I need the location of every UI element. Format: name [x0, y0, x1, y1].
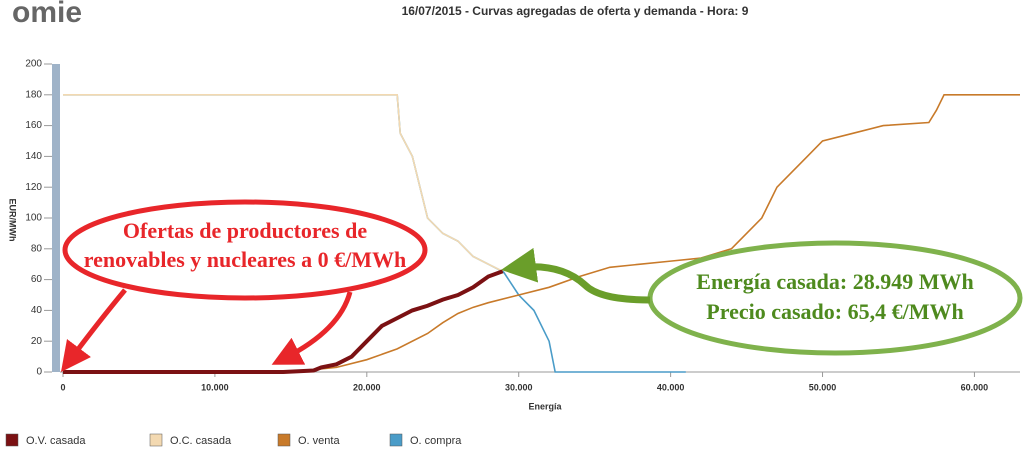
legend: O.V. casada O.C. casada O. venta O. compra	[5, 433, 462, 447]
y-axis-label: EUR/MWh	[8, 199, 18, 242]
x-axis-label: Energía	[528, 401, 562, 411]
plot: 0 20 40 60 80 100 120 140 160 180 200 0 10.000 20.000…	[25, 59, 1020, 392]
x-tick-label: 0	[60, 382, 65, 392]
series-line	[63, 94, 504, 273]
y-tick-label: 180	[25, 89, 42, 100]
logo: omie	[12, 0, 82, 29]
legend-swatch	[277, 433, 291, 447]
annotation-bubble	[647, 240, 1023, 356]
x-tick-label: 20.000	[353, 382, 381, 392]
annotation-text: Energía casada: 28.949 MWh	[696, 269, 973, 294]
x-tick-label: 30.000	[505, 382, 533, 392]
chart-title: 16/07/2015 - Curvas agregadas de oferta …	[402, 4, 749, 18]
scrollbar	[52, 64, 60, 372]
y-tick-label: 160	[25, 120, 42, 131]
arrow	[501, 247, 651, 304]
x-tick-label: 10.000	[201, 382, 229, 392]
series-line	[63, 269, 504, 374]
y-tick-label: 20	[31, 336, 43, 347]
legend-label: O.C. casada	[170, 435, 232, 447]
annotation-text: Ofertas de productores de	[123, 218, 367, 243]
y-tick-label: 140	[25, 151, 42, 162]
legend-label: O. compra	[410, 435, 462, 447]
annotation-text: Precio casado: 65,4 €/MWh	[706, 299, 963, 324]
legend-swatch	[149, 433, 163, 447]
x-tick-label: 40.000	[657, 382, 685, 392]
annotation-text: renovables y nucleares a 0 €/MWh	[84, 247, 406, 272]
x-tick-label: 50.000	[809, 382, 837, 392]
legend-swatch	[389, 433, 403, 447]
legend-label: O. venta	[298, 435, 340, 447]
y-tick-label: 120	[25, 182, 42, 193]
arrow	[60, 288, 127, 372]
annotation-bubble	[62, 199, 428, 301]
y-tick-label: 60	[31, 274, 43, 285]
legend-swatch	[5, 433, 19, 447]
y-tick-label: 0	[36, 367, 42, 378]
series-line	[63, 94, 1020, 373]
x-tick-label: 60.000	[961, 382, 989, 392]
y-tick-label: 200	[25, 59, 42, 70]
y-tick-label: 100	[25, 213, 42, 224]
legend-label: O.V. casada	[26, 435, 86, 447]
arrow	[271, 291, 353, 365]
y-tick-label: 80	[31, 243, 43, 254]
y-tick-label: 40	[31, 305, 43, 316]
